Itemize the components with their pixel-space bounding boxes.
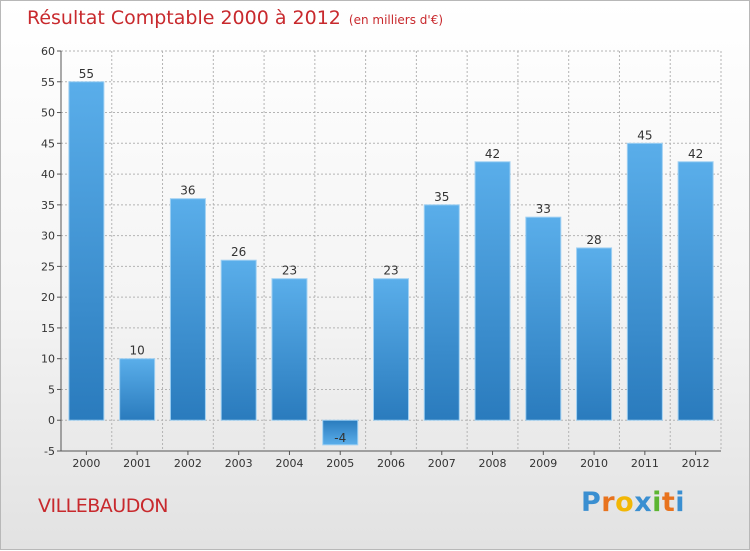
y-tick-label: 50 bbox=[41, 107, 55, 120]
x-tick-label: 2005 bbox=[326, 457, 354, 470]
logo-letter: i bbox=[652, 487, 662, 518]
value-label-2005: -4 bbox=[334, 431, 346, 445]
logo-letter: i bbox=[675, 487, 686, 518]
x-tick-label: 2012 bbox=[682, 457, 710, 470]
x-tick-label: 2003 bbox=[225, 457, 253, 470]
x-tick-label: 2000 bbox=[72, 457, 100, 470]
value-label-2002: 36 bbox=[180, 184, 195, 198]
logo-letter: t bbox=[661, 487, 676, 518]
proxiti-logo: Proxiti bbox=[581, 487, 685, 518]
y-tick-label: 40 bbox=[41, 168, 55, 181]
y-tick-label: 15 bbox=[41, 322, 55, 335]
bar-2003 bbox=[220, 259, 257, 421]
bar-2005 bbox=[322, 419, 359, 446]
value-label-2004: 23 bbox=[282, 264, 297, 278]
x-tick-label: 2011 bbox=[631, 457, 659, 470]
bar-2002 bbox=[169, 198, 206, 421]
y-tick-label: 30 bbox=[41, 230, 55, 243]
axes: -5 0 5 10 15 20 25 30 35 40 45 50 55 60 2000 2001 2002 20… bbox=[41, 45, 721, 470]
logo-letter: P bbox=[581, 487, 602, 518]
y-tick-label: 45 bbox=[41, 137, 55, 150]
y-tick-label: -5 bbox=[44, 445, 55, 458]
bar-2004 bbox=[271, 278, 308, 421]
bar-2001 bbox=[119, 358, 156, 421]
y-tick-label: 35 bbox=[41, 199, 55, 212]
logo-letter: r bbox=[601, 487, 616, 518]
bar-2009 bbox=[525, 216, 562, 421]
x-tick-label: 2010 bbox=[580, 457, 608, 470]
y-tick-label: 60 bbox=[41, 45, 55, 58]
bars bbox=[68, 81, 714, 446]
bar-2012 bbox=[677, 161, 714, 421]
bar-2008 bbox=[474, 161, 511, 421]
x-tick-label: 2008 bbox=[479, 457, 507, 470]
value-label-2010: 28 bbox=[586, 233, 601, 247]
y-tick-label: 0 bbox=[48, 414, 55, 427]
location-name: VILLEBAUDON bbox=[38, 495, 169, 517]
y-tick-label: 55 bbox=[41, 76, 55, 89]
x-tick-label: 2004 bbox=[275, 457, 303, 470]
value-label-2007: 35 bbox=[434, 190, 449, 204]
logo-letter: x bbox=[634, 487, 653, 518]
value-label-2003: 26 bbox=[231, 245, 246, 259]
chart-subtitle: (en milliers d'€) bbox=[348, 13, 444, 27]
chart-title: Résultat Comptable 2000 à 2012 (en millie… bbox=[27, 7, 443, 29]
logo-letter: o bbox=[615, 487, 635, 518]
bar-2000 bbox=[68, 81, 105, 421]
value-label-2006: 23 bbox=[383, 264, 398, 278]
bar-2007 bbox=[423, 204, 460, 421]
value-label-2000: 55 bbox=[79, 67, 94, 81]
y-tick-label: 25 bbox=[41, 260, 55, 273]
value-label-2001: 10 bbox=[130, 344, 145, 358]
chart-title-text: Résultat Comptable 2000 à 2012 bbox=[27, 7, 341, 29]
x-tick-label: 2002 bbox=[174, 457, 202, 470]
x-tick-label: 2006 bbox=[377, 457, 405, 470]
x-tick-label: 2007 bbox=[428, 457, 456, 470]
value-label-2009: 33 bbox=[536, 202, 551, 216]
value-label-2011: 45 bbox=[637, 128, 652, 142]
y-tick-label: 10 bbox=[41, 353, 55, 366]
y-tick-label: 20 bbox=[41, 291, 55, 304]
y-tick-label: 5 bbox=[48, 383, 55, 396]
bar-2010 bbox=[576, 247, 613, 421]
value-label-2012: 42 bbox=[688, 147, 703, 161]
value-labels: 55 10 36 26 23 -4 23 35 42 33 28 45 42 bbox=[79, 67, 704, 445]
value-label-2008: 42 bbox=[485, 147, 500, 161]
x-tick-label: 2009 bbox=[529, 457, 557, 470]
x-tick-label: 2001 bbox=[123, 457, 151, 470]
bar-2006 bbox=[373, 278, 409, 421]
bar-2011 bbox=[626, 142, 663, 421]
